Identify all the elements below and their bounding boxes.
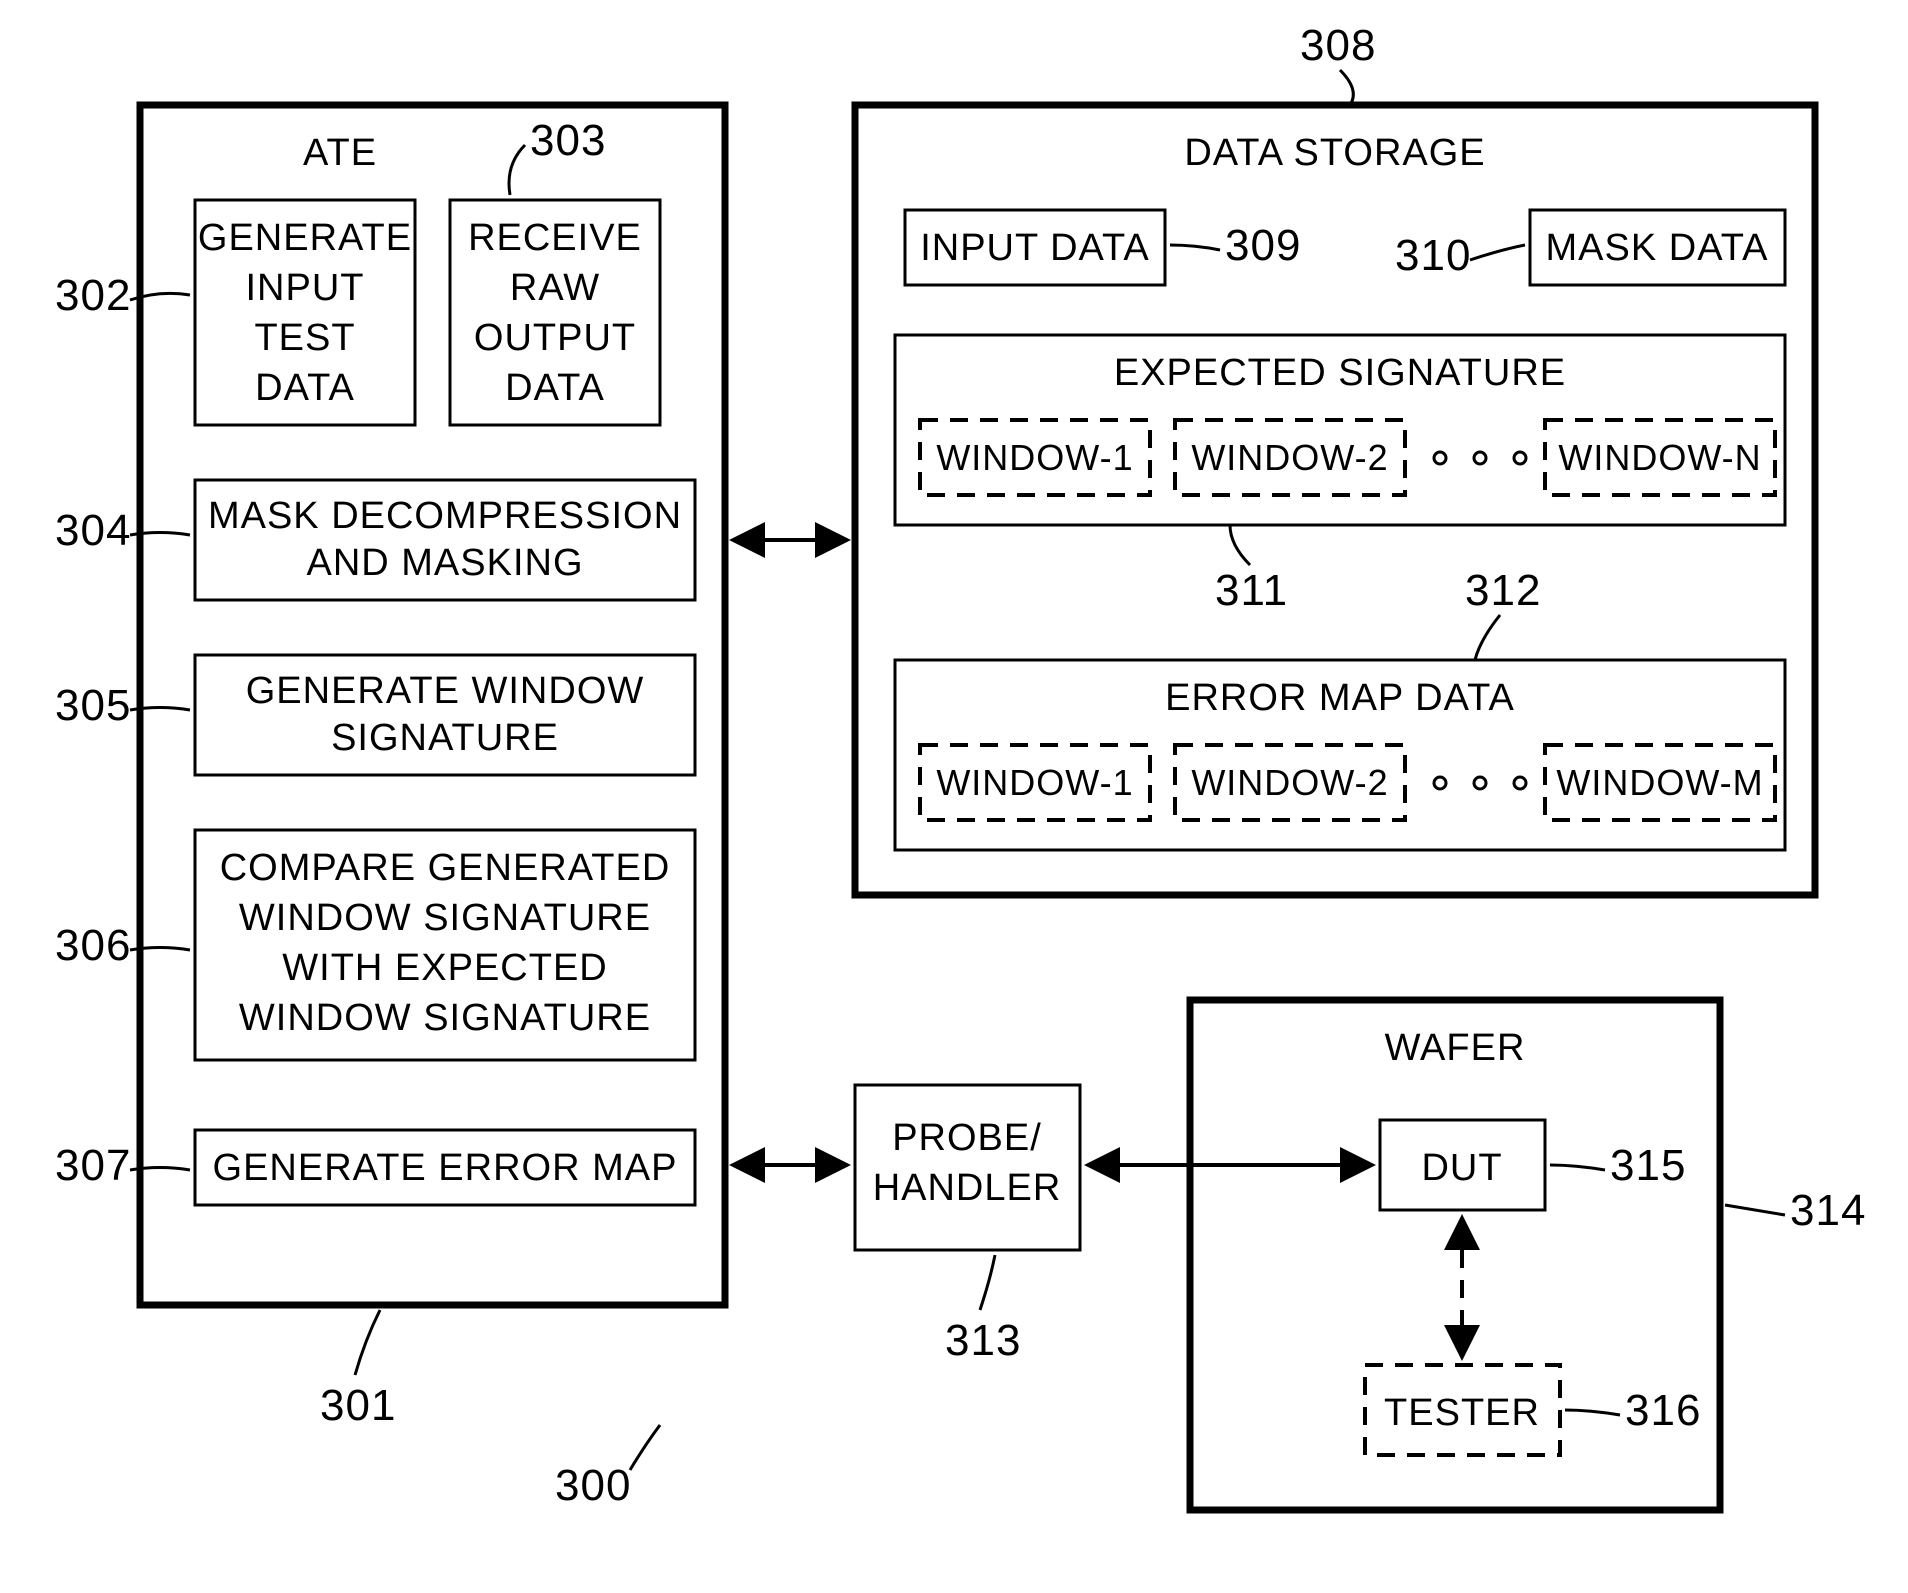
ref-302: 302 <box>55 271 131 320</box>
leader-310 <box>1470 245 1525 260</box>
ref-309: 309 <box>1225 221 1301 270</box>
ref-300: 300 <box>555 1461 631 1510</box>
storage-title: DATA STORAGE <box>1184 132 1485 174</box>
tester-label: TESTER <box>1384 1392 1540 1434</box>
ref-311: 311 <box>1215 566 1288 615</box>
expected-w1-t: WINDOW-1 <box>936 437 1133 478</box>
leader-308 <box>1340 70 1353 105</box>
leader-309 <box>1170 245 1220 250</box>
dot <box>1434 777 1446 789</box>
compare-l3: WITH EXPECTED <box>282 947 607 989</box>
ref-313: 313 <box>945 1316 1021 1365</box>
ref-312: 312 <box>1465 566 1541 615</box>
expected-wn-t: WINDOW-N <box>1558 437 1761 478</box>
wafer-title: WAFER <box>1385 1027 1526 1069</box>
leader-307 <box>130 1168 190 1171</box>
mask-data-label: MASK DATA <box>1546 227 1769 269</box>
gen-win-l2: SIGNATURE <box>331 717 559 759</box>
dut-label: DUT <box>1421 1147 1502 1189</box>
ate-title: ATE <box>303 132 377 174</box>
leader-306 <box>130 948 190 951</box>
ref-304: 304 <box>55 506 131 555</box>
mask-l1: MASK DECOMPRESSION <box>208 495 682 537</box>
input-data-label: INPUT DATA <box>920 227 1150 269</box>
errmap-w1-t: WINDOW-1 <box>936 762 1133 803</box>
ref-301: 301 <box>320 1381 396 1430</box>
recv-raw-l3: OUTPUT <box>474 317 636 359</box>
compare-l4: WINDOW SIGNATURE <box>239 997 651 1039</box>
leader-304 <box>130 533 190 536</box>
leader-314 <box>1725 1205 1785 1215</box>
gen-input-l1: GENERATE <box>198 217 412 259</box>
gen-err-l1: GENERATE ERROR MAP <box>213 1147 678 1189</box>
ref-303: 303 <box>530 116 606 165</box>
ref-306: 306 <box>55 921 131 970</box>
ref-310: 310 <box>1395 231 1471 280</box>
ref-316: 316 <box>1625 1386 1701 1435</box>
probe-l1: PROBE/ <box>892 1117 1042 1159</box>
recv-raw-l1: RECEIVE <box>468 217 642 259</box>
leader-301 <box>355 1310 380 1375</box>
mask-l2: AND MASKING <box>306 542 583 584</box>
leader-305 <box>130 708 190 711</box>
leader-315 <box>1550 1165 1605 1170</box>
errmap-w2-t: WINDOW-2 <box>1191 762 1388 803</box>
errmap-wm-t: WINDOW-M <box>1556 762 1763 803</box>
leader-303 <box>509 145 525 195</box>
gen-input-l3: TEST <box>254 317 355 359</box>
dot <box>1474 452 1486 464</box>
gen-input-l4: DATA <box>255 367 355 409</box>
leader-316 <box>1565 1410 1620 1415</box>
ref-307: 307 <box>55 1141 131 1190</box>
ref-305: 305 <box>55 681 131 730</box>
ref-314: 314 <box>1790 1186 1866 1235</box>
dot <box>1514 777 1526 789</box>
probe-l2: HANDLER <box>873 1167 1062 1209</box>
recv-raw-l4: DATA <box>505 367 605 409</box>
dot <box>1514 452 1526 464</box>
dot <box>1474 777 1486 789</box>
leader-313 <box>980 1255 995 1310</box>
expected-w2-t: WINDOW-2 <box>1191 437 1388 478</box>
dot <box>1434 452 1446 464</box>
gen-input-l2: INPUT <box>246 267 365 309</box>
ref-315: 315 <box>1610 1141 1686 1190</box>
ref-308: 308 <box>1300 21 1376 70</box>
compare-l1: COMPARE GENERATED <box>220 847 671 889</box>
leader-300 <box>630 1425 660 1470</box>
gen-win-l1: GENERATE WINDOW <box>246 670 645 712</box>
errmap-title: ERROR MAP DATA <box>1165 677 1515 719</box>
leader-312 <box>1475 615 1500 660</box>
leader-311 <box>1230 525 1250 565</box>
compare-l2: WINDOW SIGNATURE <box>239 897 651 939</box>
expected-title: EXPECTED SIGNATURE <box>1114 352 1566 394</box>
recv-raw-l2: RAW <box>510 267 600 309</box>
